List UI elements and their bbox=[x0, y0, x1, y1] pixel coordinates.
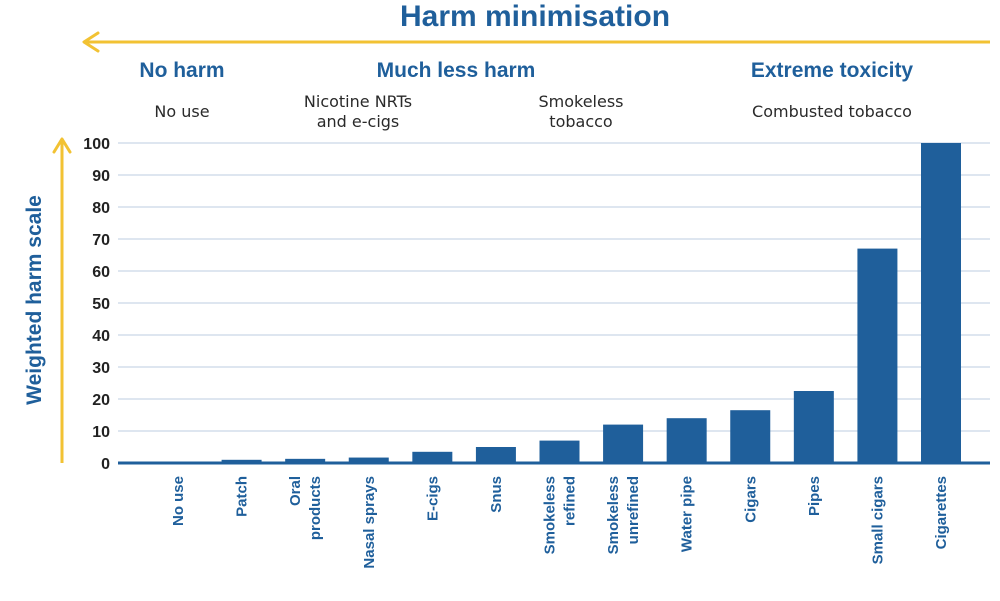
x-label-small-cigars: Small cigars bbox=[869, 476, 886, 564]
x-label-pipes: Pipes bbox=[806, 476, 823, 516]
subheading-combusted-tobacco: Combusted tobacco bbox=[752, 102, 912, 121]
y-axis-label: Weighted harm scale bbox=[23, 195, 46, 405]
grid-lines bbox=[118, 142, 990, 432]
x-label-smokeless-unrefined: Smokeless unrefined bbox=[605, 476, 642, 554]
chart-title: Harm minimisation bbox=[400, 0, 670, 33]
bar-e-cigs bbox=[412, 451, 453, 463]
y-axis-arrow bbox=[52, 137, 72, 463]
bar-pipes bbox=[793, 391, 834, 463]
harm-direction-arrow bbox=[82, 31, 990, 53]
x-label-cigarettes: Cigarettes bbox=[933, 476, 950, 549]
bar-small-cigars bbox=[857, 248, 898, 463]
x-label-nasal-sprays: Nasal sprays bbox=[361, 476, 378, 569]
x-tick-labels: No use Patch Oral products Nasal sprays E-cig… bbox=[170, 476, 950, 569]
y-tick-40: 40 bbox=[92, 328, 110, 345]
bar-patch bbox=[221, 459, 262, 463]
y-tick-30: 30 bbox=[92, 360, 110, 377]
x-label-water-pipe: Water pipe bbox=[679, 476, 696, 552]
y-tick-10: 10 bbox=[92, 424, 110, 441]
y-tick-80: 80 bbox=[92, 200, 110, 217]
y-tick-labels: 0 10 20 30 40 50 60 70 80 90 100 bbox=[83, 136, 110, 473]
x-label-e-cigs: E-cigs bbox=[424, 476, 441, 521]
x-label-patch: Patch bbox=[234, 476, 251, 517]
bars bbox=[221, 143, 961, 463]
y-tick-20: 20 bbox=[92, 392, 110, 409]
bar-smokeless-refined bbox=[539, 440, 580, 463]
bar-water-pipe bbox=[666, 418, 707, 463]
subheading-smokeless-tobacco: Smokeless tobacco bbox=[538, 92, 623, 131]
y-tick-50: 50 bbox=[92, 296, 110, 313]
x-label-oral-products: Oral products bbox=[287, 476, 324, 540]
y-tick-0: 0 bbox=[101, 456, 110, 473]
y-tick-70: 70 bbox=[92, 232, 110, 249]
subheading-no-use: No use bbox=[154, 102, 209, 121]
bar-cigarettes bbox=[921, 143, 961, 463]
bar-cigars bbox=[730, 410, 771, 463]
x-label-no-use: No use bbox=[170, 476, 187, 526]
bar-snus bbox=[475, 447, 516, 463]
subheading-nicotine-nrts: Nicotine NRTs and e-cigs bbox=[304, 92, 412, 131]
bar-nasal-sprays bbox=[348, 457, 389, 463]
y-tick-60: 60 bbox=[92, 264, 110, 281]
x-label-snus: Snus bbox=[488, 476, 505, 513]
y-tick-100: 100 bbox=[83, 136, 110, 153]
x-label-cigars: Cigars bbox=[742, 476, 759, 523]
heading-much-less-harm: Much less harm bbox=[377, 59, 536, 82]
heading-no-harm: No harm bbox=[139, 59, 224, 82]
x-label-smokeless-refined: Smokeless refined bbox=[542, 476, 579, 554]
heading-extreme-toxicity: Extreme toxicity bbox=[751, 59, 914, 82]
bar-oral-products bbox=[285, 458, 326, 463]
y-tick-90: 90 bbox=[92, 168, 110, 185]
bar-smokeless-unrefined bbox=[603, 424, 644, 463]
